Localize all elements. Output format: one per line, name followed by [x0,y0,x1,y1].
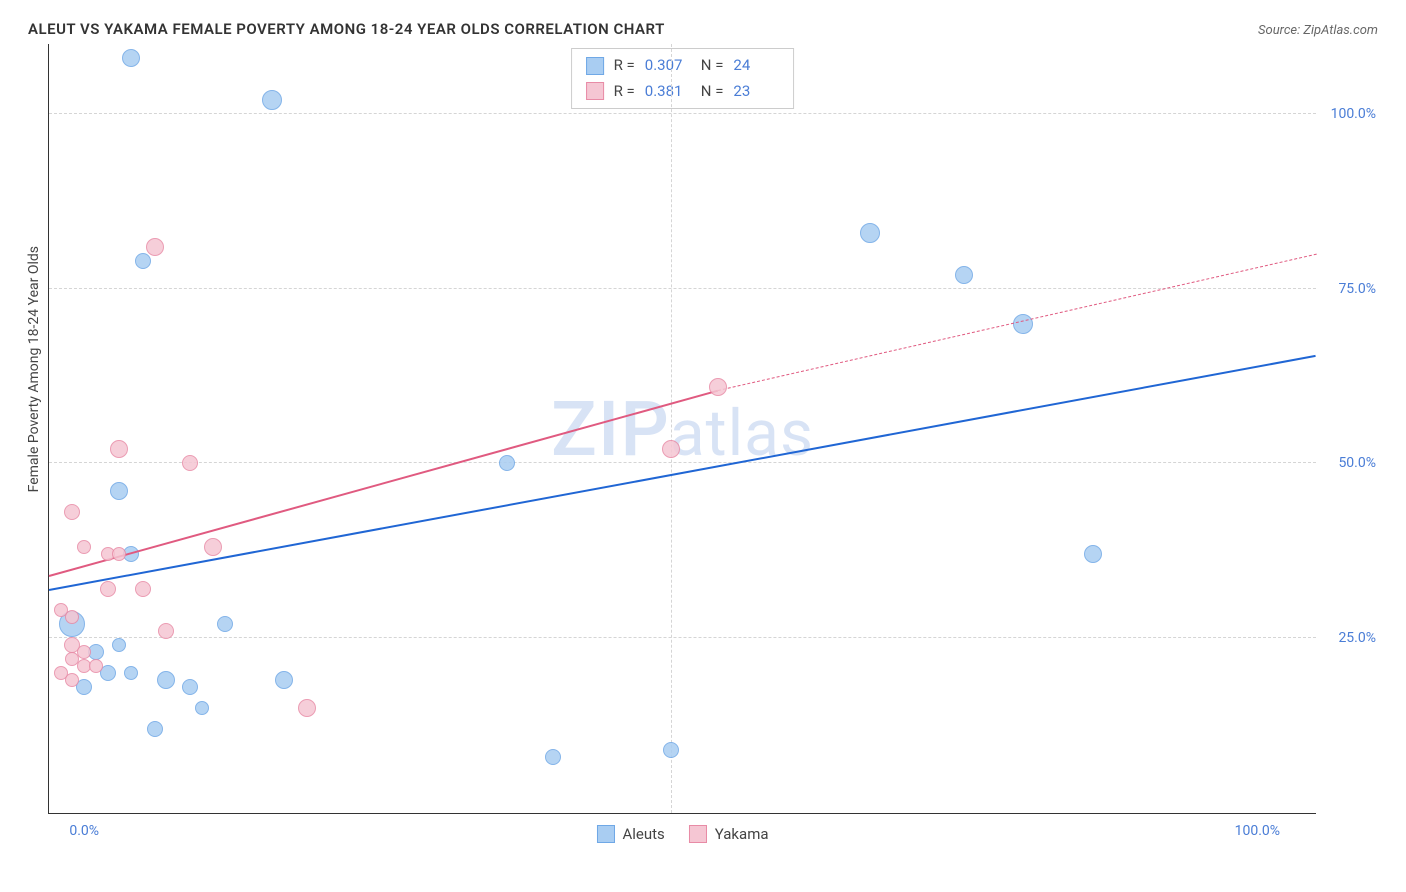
data-point [65,610,79,624]
gridline-h [49,462,1316,463]
swatch-aleuts [586,57,604,75]
r-label: R = [614,53,635,79]
data-point [709,378,727,396]
data-point [122,49,140,67]
data-point [110,440,128,458]
data-point [65,652,79,666]
gridline-h [49,113,1316,114]
r-value-aleuts: 0.307 [645,53,691,79]
x-tick-label: 0.0% [69,823,99,839]
data-point [275,671,293,689]
r-value-yakama: 0.381 [645,79,691,105]
data-point [182,455,198,471]
data-point [135,253,151,269]
n-label: N = [701,53,724,79]
legend-label: Aleuts [622,825,664,843]
watermark-atlas: atlas [670,396,814,471]
data-point [860,223,880,243]
data-point [146,238,164,256]
chart-container: ALEUT VS YAKAMA FEMALE POVERTY AMONG 18-… [20,20,1386,872]
data-point [1013,314,1033,334]
y-tick-label: 50.0% [1338,455,1376,471]
legend-item-aleuts: Aleuts [596,825,664,843]
data-point [955,266,973,284]
stats-row-aleuts: R = 0.307 N = 24 [586,53,780,79]
data-point [262,90,282,110]
data-point [64,504,80,520]
data-point [147,721,163,737]
plot-container: Female Poverty Among 18-24 Year Olds ZIP… [20,44,1386,814]
data-point [110,482,128,500]
data-point [663,742,679,758]
data-point [112,638,126,652]
y-tick-label: 75.0% [1338,281,1376,297]
x-tick-label: 100.0% [1235,823,1280,839]
source-label: Source: ZipAtlas.com [1258,23,1378,38]
data-point [77,540,91,554]
y-tick-label: 100.0% [1331,106,1376,122]
data-point [100,581,116,597]
data-point [112,547,126,561]
legend-item-yakama: Yakama [689,825,769,843]
title-row: ALEUT VS YAKAMA FEMALE POVERTY AMONG 18-… [20,20,1386,44]
plot-area: ZIPatlas R = 0.307 N = 24 R = 0.381 N = … [48,44,1316,814]
n-value-yakama: 23 [733,79,779,105]
watermark-zip: ZIP [551,384,670,474]
n-label: N = [701,79,724,105]
gridline-h [49,637,1316,638]
data-point [1084,545,1102,563]
swatch-aleuts [596,825,614,843]
legend-label: Yakama [715,825,769,843]
data-point [195,701,209,715]
y-tick-label: 25.0% [1338,630,1376,646]
data-point [298,699,316,717]
data-point [135,581,151,597]
data-point [217,616,233,632]
gridline-v [671,44,672,813]
data-point [204,538,222,556]
y-axis-label: Female Poverty Among 18-24 Year Olds [20,246,48,492]
stats-box: R = 0.307 N = 24 R = 0.381 N = 23 [571,48,795,109]
stats-row-yakama: R = 0.381 N = 23 [586,79,780,105]
r-label: R = [614,79,635,105]
swatch-yakama [586,82,604,100]
gridline-h [49,288,1316,289]
watermark: ZIPatlas [551,384,814,474]
chart-title: ALEUT VS YAKAMA FEMALE POVERTY AMONG 18-… [28,20,665,38]
data-point [124,666,138,680]
data-point [158,623,174,639]
data-point [182,679,198,695]
data-point [499,455,515,471]
trend-line [49,355,1316,591]
data-point [545,749,561,765]
swatch-yakama [689,825,707,843]
legend: Aleuts Yakama [596,825,768,843]
data-point [157,671,175,689]
n-value-aleuts: 24 [733,53,779,79]
data-point [89,659,103,673]
data-point [662,440,680,458]
data-point [65,673,79,687]
